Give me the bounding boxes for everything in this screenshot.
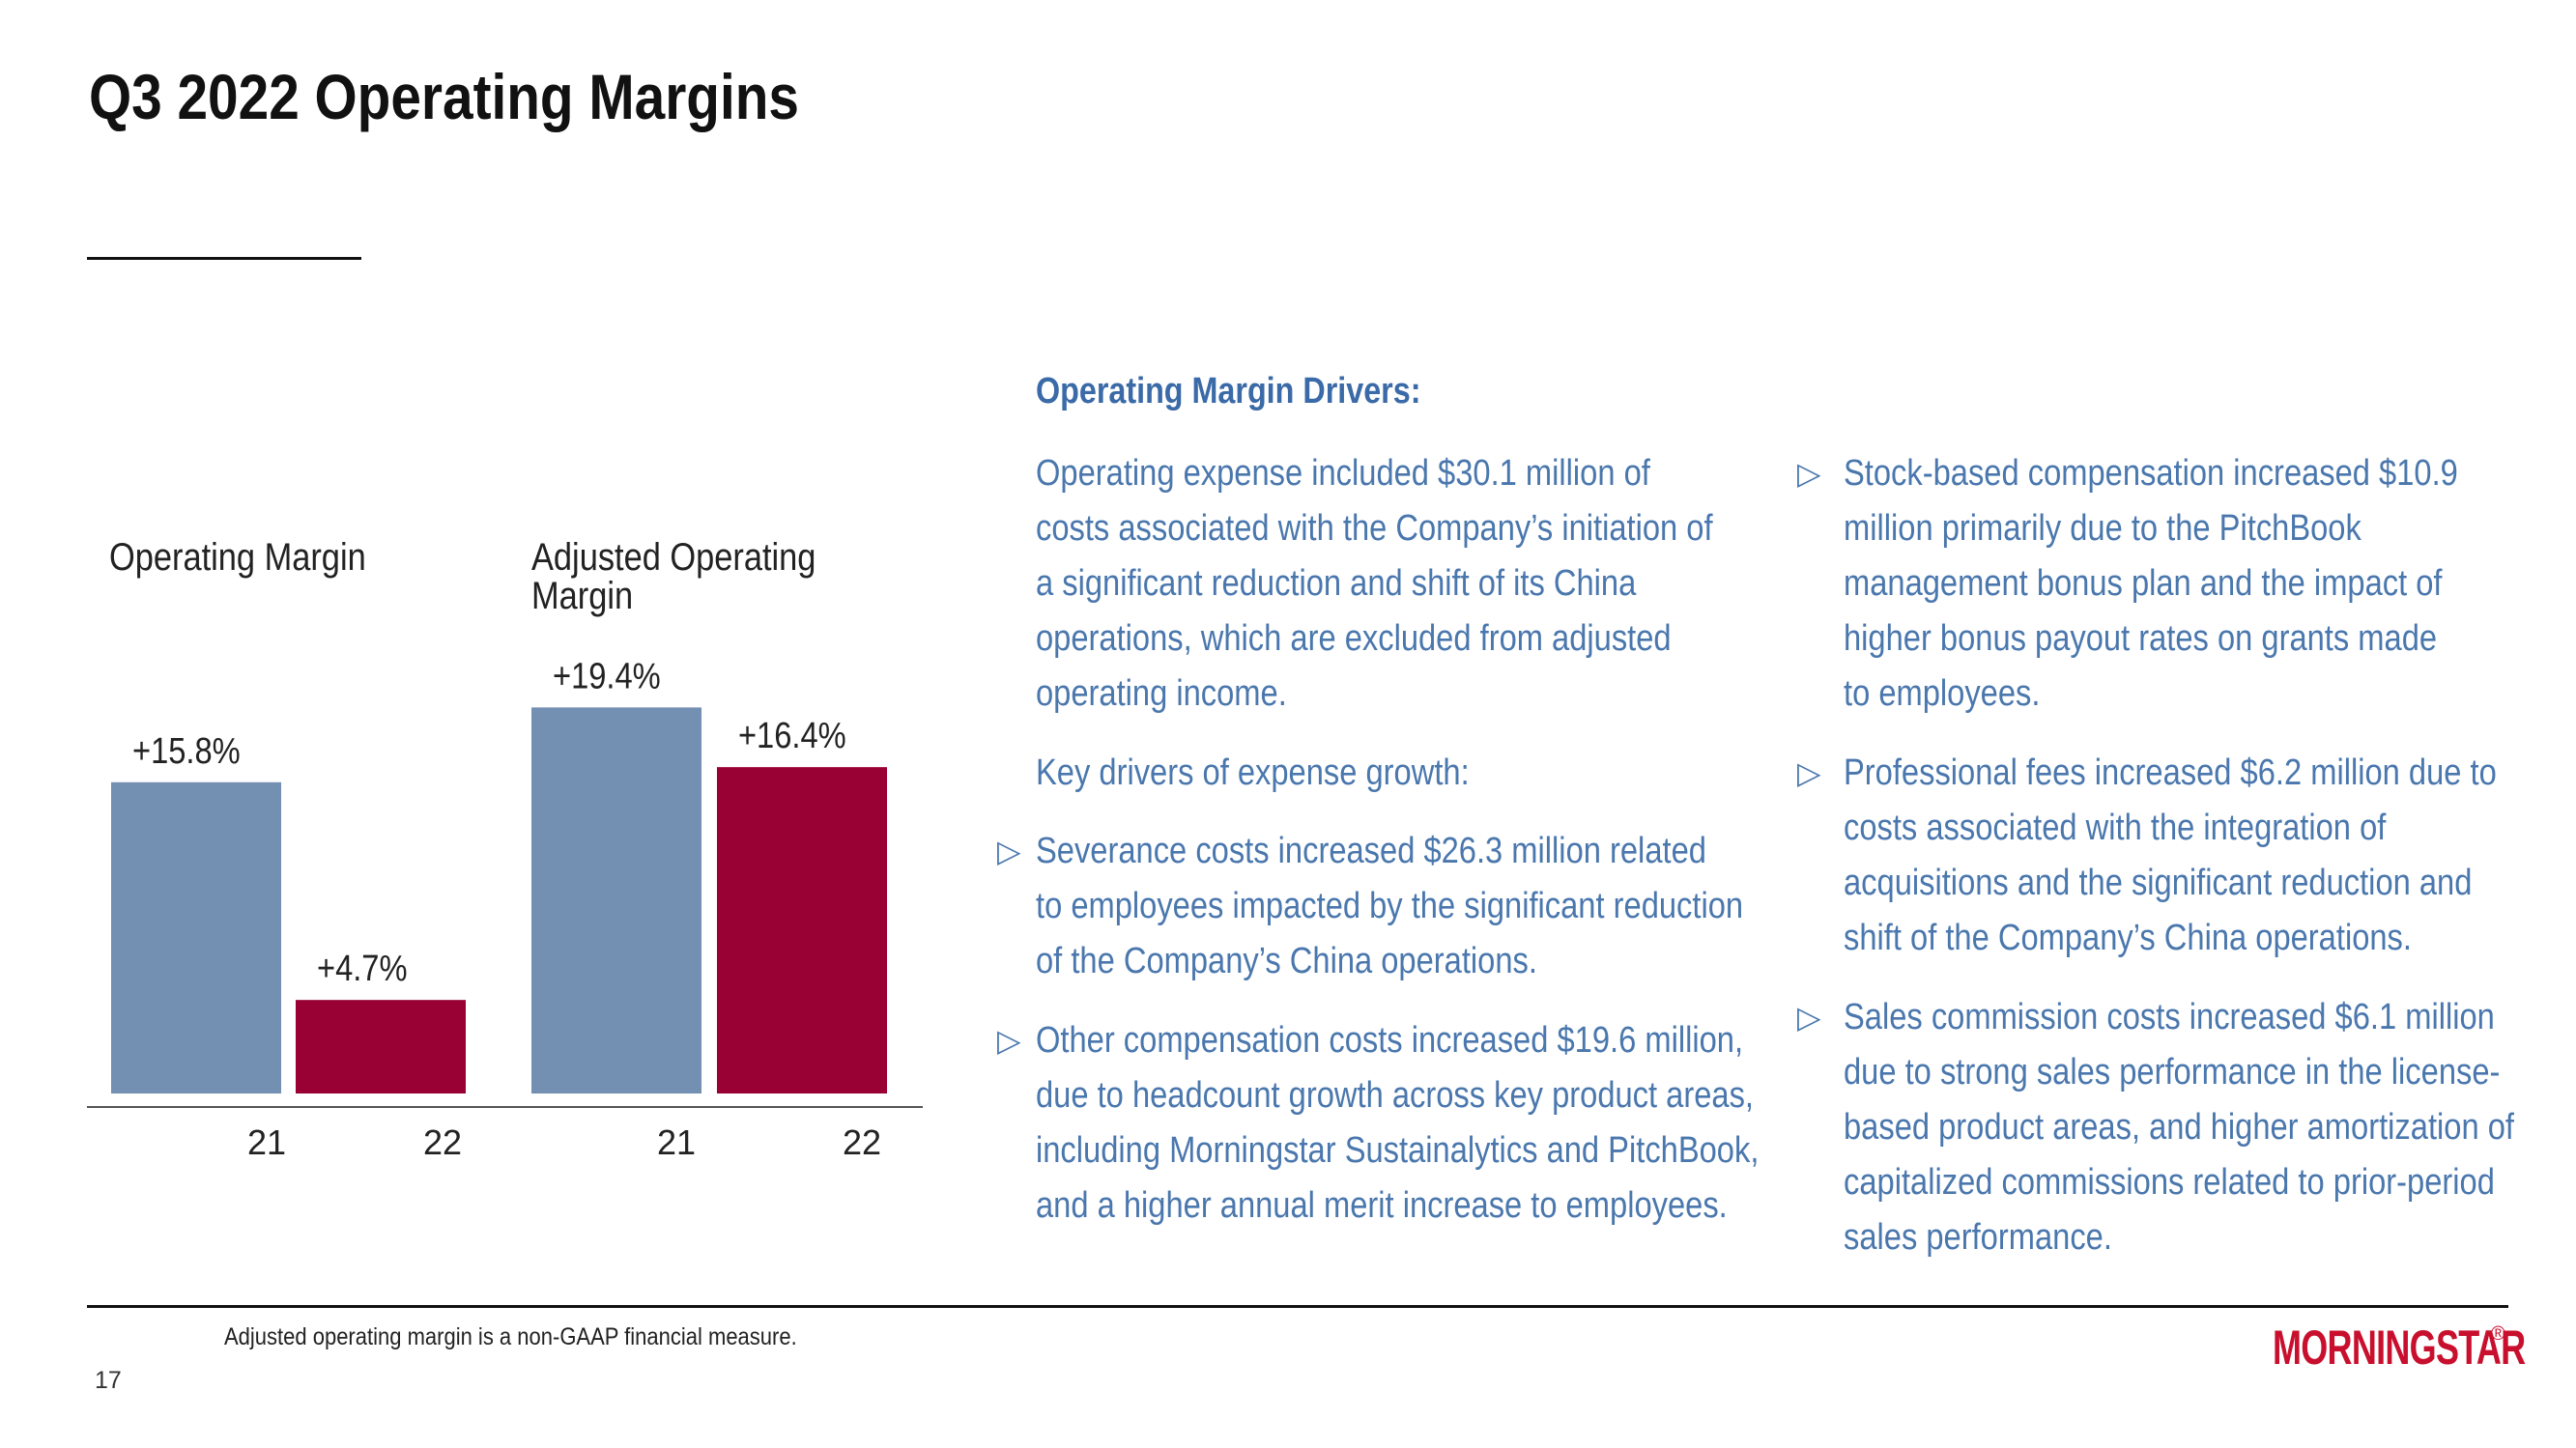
text-line: Severance costs increased $26.3 million … xyxy=(1036,831,1706,871)
bullet-triangle-icon: ▷ xyxy=(1797,755,1821,790)
left-bullet: Severance costs increased $26.3 million … xyxy=(1036,824,1743,989)
text-line: Other compensation costs increased $19.6… xyxy=(1036,1020,1744,1061)
text-line: acquisitions and the significant reducti… xyxy=(1844,863,2473,903)
data-label: +4.7% xyxy=(317,948,408,989)
right-bullet: Stock-based compensation increased $10.9… xyxy=(1844,446,2458,722)
text-line: operating income. xyxy=(1036,673,1287,714)
bar xyxy=(531,707,701,1093)
group-label: Margin xyxy=(531,574,633,617)
text-line: Professional fees increased $6.2 million… xyxy=(1844,752,2497,793)
text-line: shift of the Company’s China operations. xyxy=(1844,918,2412,958)
text-line: to employees impacted by the significant… xyxy=(1036,886,1744,926)
bar xyxy=(717,767,887,1093)
footer-rule xyxy=(87,1305,2508,1308)
footnote: Adjusted operating margin is a non-GAAP … xyxy=(224,1323,797,1350)
key-drivers-label: Key drivers of expense growth: xyxy=(1036,746,1470,801)
operating-margin-chart: Operating Margin +15.8% 21 +4.7% 22 Adjusted … xyxy=(87,535,923,1162)
text-line: Key drivers of expense growth: xyxy=(1036,752,1470,793)
text-line: operations, which are excluded from adju… xyxy=(1036,618,1672,659)
text-line: costs associated with the integration of xyxy=(1844,808,2387,848)
bar xyxy=(111,781,281,1093)
tick-label: 22 xyxy=(843,1122,881,1162)
bullet-triangle-icon: ▷ xyxy=(1797,1000,1821,1035)
morningstar-logo: MORNINGSTAR xyxy=(2273,1320,2526,1375)
text-line: and a higher annual merit increase to em… xyxy=(1036,1185,1728,1226)
intro-paragraph: Operating expense included $30.1 million… xyxy=(1036,446,1713,722)
tick-label: 22 xyxy=(423,1122,462,1162)
text-line: Sales commission costs increased $6.1 mi… xyxy=(1844,997,2495,1037)
bullet-triangle-icon: ▷ xyxy=(997,1023,1021,1058)
text-line: of the Company’s China operations. xyxy=(1036,941,1537,981)
text-line: based product areas, and higher amortiza… xyxy=(1844,1107,2514,1148)
bullet-triangle-icon: ▷ xyxy=(997,834,1021,868)
text-line: due to strong sales performance in the l… xyxy=(1844,1052,2501,1093)
bar xyxy=(296,1000,466,1093)
group-label: Operating Margin xyxy=(109,535,366,579)
right-bullet: Professional fees increased $6.2 million… xyxy=(1844,746,2497,966)
right-bullet: Sales commission costs increased $6.1 mi… xyxy=(1844,990,2514,1265)
text-line: including Morningstar Sustainalytics and… xyxy=(1036,1130,1760,1171)
text-line: Operating expense included $30.1 million… xyxy=(1036,453,1650,494)
left-bullet: Other compensation costs increased $19.6… xyxy=(1036,1013,1759,1234)
text-line: management bonus plan and the impact of xyxy=(1844,563,2443,604)
tick-label: 21 xyxy=(657,1122,696,1162)
tick-label: 21 xyxy=(247,1122,286,1162)
registered-mark: ® xyxy=(2491,1323,2505,1345)
data-label: +15.8% xyxy=(132,729,241,771)
text-line: costs associated with the Company’s init… xyxy=(1036,508,1713,549)
drivers-heading: Operating Margin Drivers: xyxy=(1036,371,1421,412)
text-line: a significant reduction and shift of its… xyxy=(1036,563,1637,604)
text-line: higher bonus payout rates on grants made xyxy=(1844,618,2438,659)
page-title: Q3 2022 Operating Margins xyxy=(89,61,799,132)
title-underline xyxy=(87,257,361,260)
text-line: due to headcount growth across key produ… xyxy=(1036,1075,1755,1116)
group-label: Adjusted Operating xyxy=(531,535,816,579)
text-line: Stock-based compensation increased $10.9 xyxy=(1844,453,2458,494)
data-label: +16.4% xyxy=(738,715,846,756)
text-line: to employees. xyxy=(1844,673,2041,714)
text-line: million primarily due to the PitchBook xyxy=(1844,508,2361,549)
page-number: 17 xyxy=(95,1367,122,1394)
text-line: capitalized commissions related to prior… xyxy=(1844,1162,2495,1203)
bullet-triangle-icon: ▷ xyxy=(1797,456,1821,491)
data-label: +19.4% xyxy=(553,655,661,696)
text-line: sales performance. xyxy=(1844,1217,2112,1258)
